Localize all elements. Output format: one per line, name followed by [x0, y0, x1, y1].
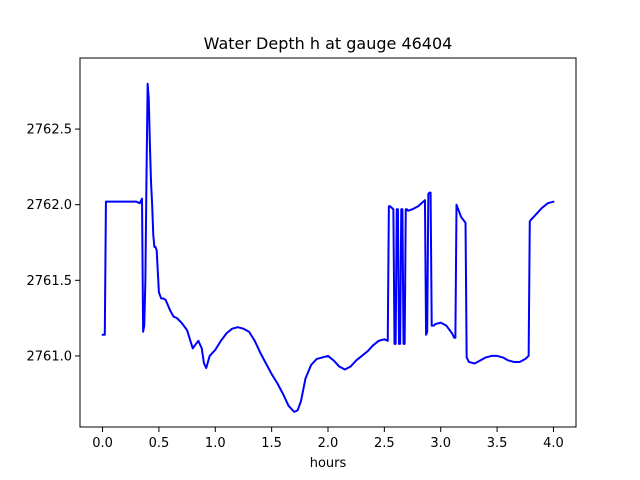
y-tick-label: 2762.0 — [27, 198, 73, 213]
x-tick-label: 1.5 — [261, 436, 282, 451]
y-tick-label: 2761.5 — [27, 274, 73, 289]
x-tick-label: 4.0 — [543, 436, 564, 451]
axes-frame — [79, 57, 577, 428]
x-tick-label: 0.5 — [149, 436, 170, 451]
series-line — [101, 82, 555, 413]
x-tick-label: 1.0 — [205, 436, 226, 451]
plot-area — [101, 82, 555, 413]
x-axis-ticks: 0.0 0.5 1.0 1.5 2.0 2.5 3.0 3.5 4.0 — [92, 427, 564, 451]
y-tick-label: 2762.5 — [27, 123, 73, 138]
x-axis-label: hours — [310, 456, 347, 471]
x-tick-label: 3.0 — [430, 436, 451, 451]
y-axis-ticks: 2761.0 2761.5 2762.0 2762.5 — [27, 123, 80, 364]
chart-title: Water Depth h at gauge 46404 — [204, 34, 453, 53]
y-tick-label: 2761.0 — [27, 349, 73, 364]
x-tick-label: 0.0 — [92, 436, 113, 451]
x-tick-label: 2.5 — [374, 436, 395, 451]
x-tick-label: 3.5 — [487, 436, 508, 451]
x-tick-label: 2.0 — [318, 436, 339, 451]
